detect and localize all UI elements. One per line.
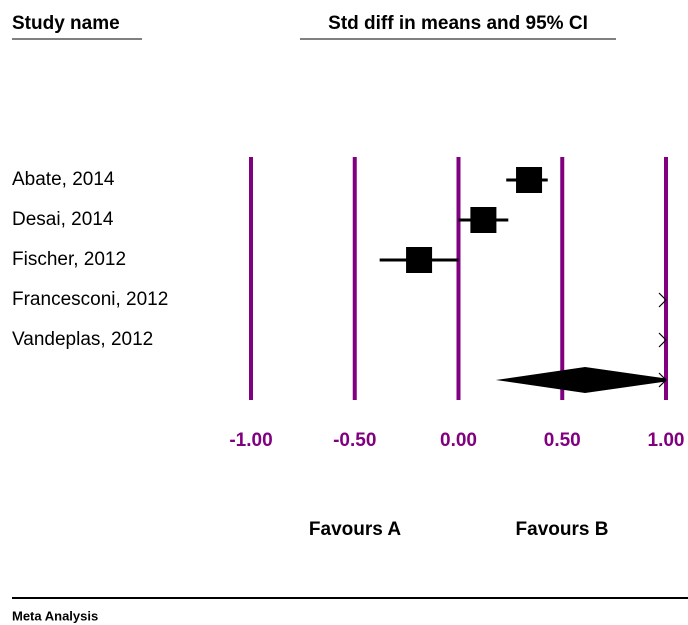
study-name: Francesconi, 2012 xyxy=(12,289,168,310)
point-estimate xyxy=(470,207,497,233)
clip-arrow xyxy=(658,292,667,308)
footer: Meta Analysis xyxy=(12,608,98,623)
x-tick-label: -1.00 xyxy=(229,430,272,451)
summary-diamond xyxy=(495,367,666,393)
x-tick-label: -0.50 xyxy=(333,430,376,451)
clip-arrow xyxy=(658,332,667,348)
chart-title: Std diff in means and 95% CI xyxy=(328,13,588,34)
right-label: Favours B xyxy=(516,519,609,540)
study-name: Desai, 2014 xyxy=(12,209,114,230)
point-estimate xyxy=(406,247,433,273)
study-name: Fischer, 2012 xyxy=(12,249,126,270)
plot-area xyxy=(379,167,666,393)
study-header: Study name xyxy=(12,13,120,34)
study-name: Abate, 2014 xyxy=(12,169,115,190)
x-tick-label: 0.00 xyxy=(440,430,477,451)
clip-arrow xyxy=(658,372,667,388)
point-estimate xyxy=(516,167,543,193)
left-label: Favours A xyxy=(309,519,401,540)
x-tick-label: 0.50 xyxy=(544,430,581,451)
x-tick-label: 1.00 xyxy=(648,430,685,451)
study-name: Vandeplas, 2012 xyxy=(12,329,153,350)
